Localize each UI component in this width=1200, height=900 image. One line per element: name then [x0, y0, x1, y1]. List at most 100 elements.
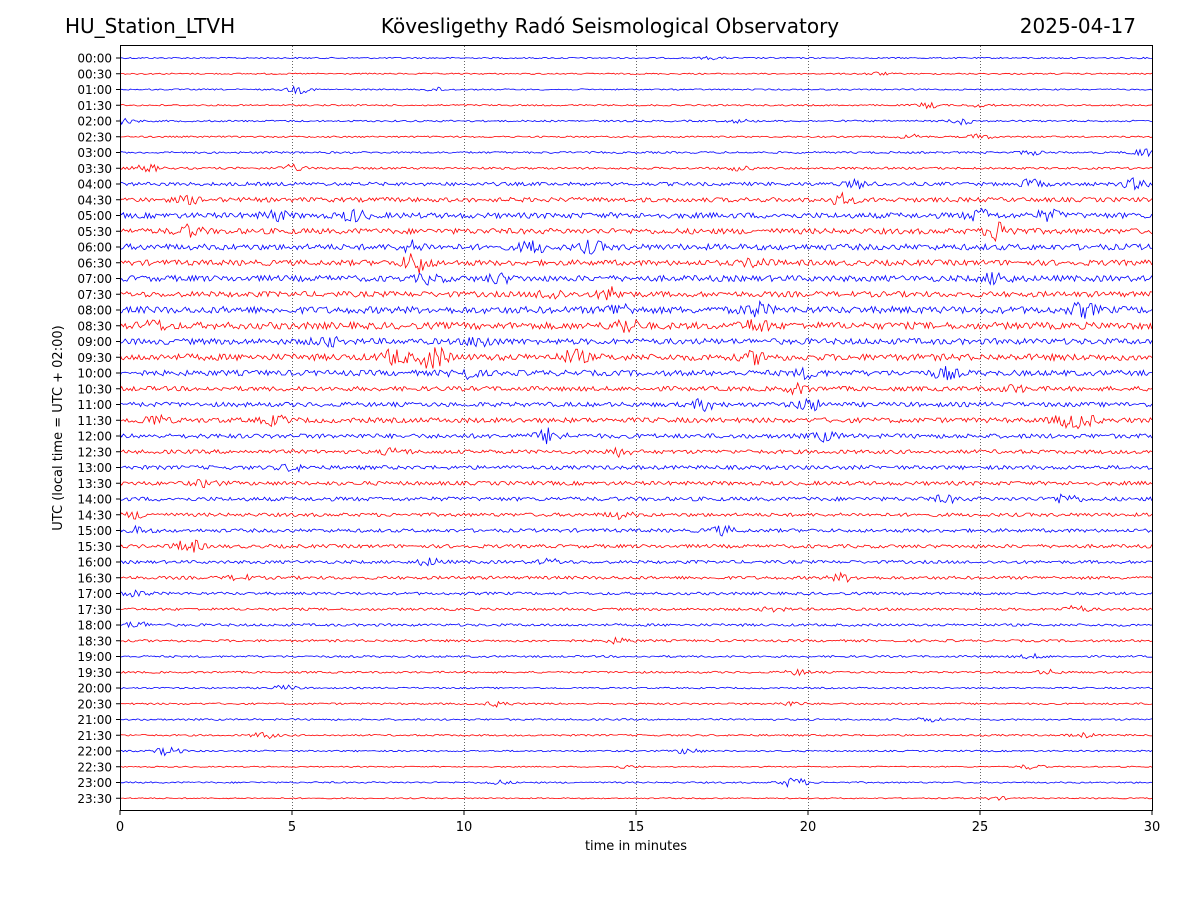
y-tick-label: 02:30: [77, 130, 112, 144]
trace-1500: [119, 524, 1153, 537]
trace-0700: [119, 271, 1153, 286]
trace-0400: [119, 177, 1153, 191]
trace-0130: [119, 101, 1153, 110]
y-tick-label: 21:00: [77, 713, 112, 727]
trace-1430: [119, 510, 1153, 521]
y-tick-label: 04:00: [77, 178, 112, 192]
y-tick-label: 22:00: [77, 745, 112, 759]
x-tick-label: 15: [628, 820, 645, 835]
trace-layer: [119, 55, 1153, 801]
trace-1730: [119, 604, 1153, 613]
y-axis-label: UTC (local time = UTC + 02:00): [51, 325, 66, 530]
x-tick-label: 5: [288, 820, 296, 835]
record-date: 2025-04-17: [1019, 14, 1136, 38]
y-tick-label: 17:00: [77, 587, 112, 601]
x-tick-label: 0: [116, 820, 124, 835]
trace-0800: [119, 300, 1153, 319]
y-tick-label: 16:00: [77, 556, 112, 570]
y-tick-label: 18:00: [77, 619, 112, 633]
trace-1330: [119, 478, 1153, 489]
y-tick-label: 01:00: [77, 83, 112, 97]
y-tick-label: 15:00: [77, 524, 112, 538]
y-tick-label: 18:30: [77, 634, 112, 648]
y-tick-label: 14:00: [77, 493, 112, 507]
trace-0930: [119, 346, 1153, 369]
trace-0030: [119, 71, 1153, 76]
trace-2300: [119, 777, 1153, 788]
trace-2230: [119, 764, 1153, 770]
y-tick-label: 16:30: [77, 571, 112, 585]
trace-1000: [119, 365, 1152, 381]
trace-1900: [119, 652, 1153, 660]
y-tick-label: 07:30: [77, 288, 112, 302]
observatory-title: Kövesligethy Radó Seismological Observat…: [380, 14, 840, 38]
y-tick-label: 08:00: [77, 304, 112, 318]
y-tick-label: 09:30: [77, 351, 112, 365]
y-tick-label: 03:00: [77, 146, 112, 160]
trace-0230: [119, 133, 1153, 140]
y-tick-label: 11:00: [77, 398, 112, 412]
y-tick-label: 22:30: [77, 760, 112, 774]
trace-1200: [119, 427, 1153, 445]
y-tick-label: 06:30: [77, 256, 112, 270]
station-name: HU_Station_LTVH: [65, 14, 236, 38]
x-tick-label: 25: [972, 820, 989, 835]
y-tick-label: 07:00: [77, 272, 112, 286]
y-tick-label: 09:00: [77, 335, 112, 349]
y-tick-label: 20:30: [77, 697, 112, 711]
trace-0730: [119, 286, 1153, 301]
trace-0300: [119, 148, 1153, 158]
trace-2330: [119, 796, 1153, 801]
trace-0330: [119, 163, 1153, 173]
x-tick-label: 20: [800, 820, 817, 835]
trace-1130: [119, 413, 1153, 430]
y-tick-label: 19:30: [77, 666, 112, 680]
trace-1830: [119, 636, 1153, 645]
trace-0600: [119, 239, 1153, 255]
y-tick-label: 00:00: [77, 52, 112, 66]
y-tick-label: 10:00: [77, 367, 112, 381]
trace-0530: [119, 221, 1153, 243]
trace-2030: [119, 700, 1153, 708]
trace-0630: [119, 253, 1153, 274]
trace-1700: [119, 589, 1153, 598]
y-tick-label: 00:30: [77, 67, 112, 81]
x-axis-label: time in minutes: [585, 839, 687, 854]
trace-1630: [119, 571, 1153, 583]
trace-0000: [119, 55, 1153, 61]
trace-0100: [119, 85, 1153, 95]
trace-1230: [119, 446, 1153, 459]
y-tick-label: 06:00: [77, 241, 112, 255]
trace-1530: [119, 539, 1153, 553]
y-tick-label: 15:30: [77, 540, 112, 554]
trace-1600: [119, 557, 1153, 567]
trace-2100: [120, 717, 1153, 723]
y-tick-label: 05:30: [77, 225, 112, 239]
y-tick-label: 10:30: [77, 382, 112, 396]
trace-2130: [119, 731, 1153, 740]
y-tick-label: 13:00: [77, 461, 112, 475]
plot-frame: [120, 45, 1153, 811]
y-tick-label: 23:30: [77, 792, 112, 806]
trace-0430: [119, 191, 1153, 205]
y-tick-label: 20:00: [77, 682, 112, 696]
y-tick-label: 21:30: [77, 729, 112, 743]
trace-2200: [119, 746, 1153, 757]
trace-1930: [120, 668, 1153, 677]
grid-layer: [292, 46, 981, 810]
trace-0900: [119, 335, 1153, 348]
trace-0200: [119, 117, 1153, 126]
y-tick-label: 03:30: [77, 162, 112, 176]
trace-1800: [119, 621, 1153, 629]
y-tick-label: 12:30: [77, 445, 112, 459]
y-tick-label: 02:00: [77, 115, 112, 129]
trace-2000: [119, 684, 1153, 690]
y-tick-label: 04:30: [77, 193, 112, 207]
trace-1100: [120, 397, 1153, 413]
y-tick-label: 11:30: [77, 414, 112, 428]
y-tick-label: 19:00: [77, 650, 112, 664]
x-tick-layer: 0 5 10 15 20 25 30: [116, 810, 1160, 835]
trace-1400: [119, 493, 1153, 505]
